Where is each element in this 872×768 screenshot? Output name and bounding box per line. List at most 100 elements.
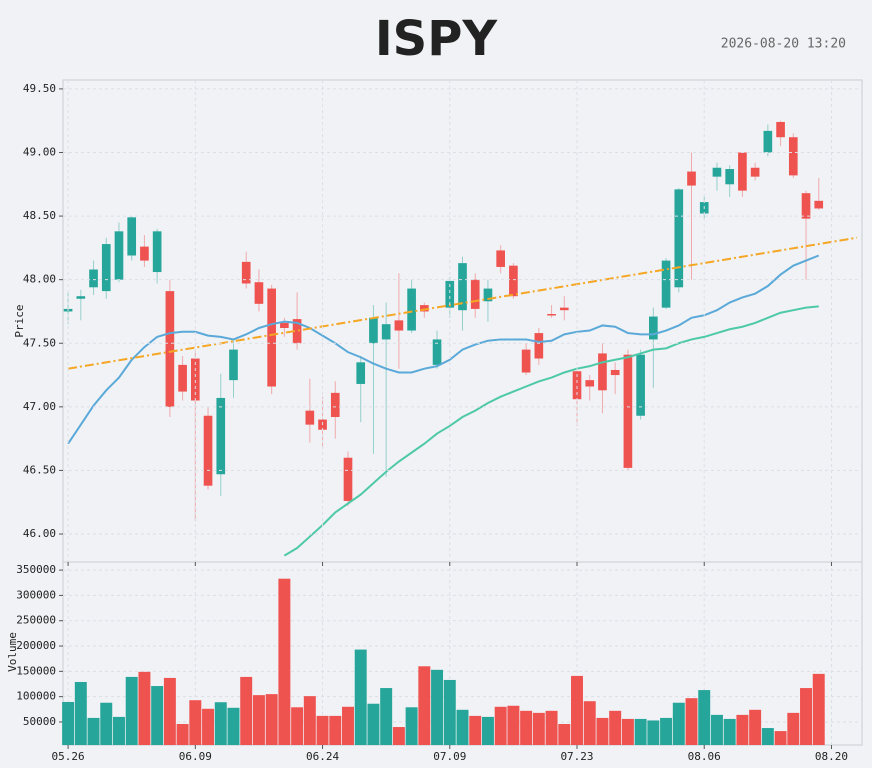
y-tick-label: 350000: [16, 563, 56, 576]
candle-body: [674, 189, 684, 288]
y-axis-label: Price: [13, 304, 26, 337]
candle-body: [343, 457, 353, 501]
candle-body: [140, 246, 149, 261]
x-tick-label: 08.20: [815, 750, 848, 763]
moving-average-line: [283, 305, 819, 557]
y-tick-label: 49.50: [23, 82, 56, 95]
candle-body: [534, 333, 544, 359]
volume-bar: [418, 666, 431, 745]
volume-bar: [392, 727, 405, 745]
candle-body: [483, 288, 493, 302]
x-tick-label: 06.24: [306, 750, 339, 763]
y-tick-label: 49.00: [23, 145, 56, 158]
x-tick-label: 06.09: [179, 750, 212, 763]
volume-bar: [443, 679, 456, 745]
volume-bar: [380, 688, 393, 745]
volume-bar: [558, 723, 571, 745]
volume-bar: [456, 709, 469, 745]
candle-body: [152, 231, 162, 273]
y-tick-label: 300000: [16, 588, 56, 601]
candle-body: [776, 121, 785, 138]
volume-bar: [74, 681, 87, 745]
y-tick-label: 46.00: [23, 527, 56, 540]
volume-bar: [62, 701, 75, 745]
candle-body: [547, 314, 556, 316]
volume-bar: [316, 715, 329, 745]
candle-body: [101, 244, 111, 292]
candle-body: [610, 369, 620, 376]
x-tick-label: 05.26: [52, 750, 85, 763]
y-axis-label: Volume: [6, 632, 19, 672]
candle-body: [127, 217, 137, 256]
candle-body: [559, 307, 569, 311]
volume-bar: [342, 706, 354, 745]
candle-body: [661, 260, 671, 308]
candle-body: [229, 349, 238, 381]
candle-body: [636, 354, 645, 416]
candle-body: [598, 353, 607, 391]
volume-bar: [812, 673, 825, 745]
candle-body: [203, 415, 213, 486]
candle-body: [381, 324, 391, 340]
candle-body: [241, 261, 251, 284]
volume-bar: [761, 728, 774, 745]
plot-frame: [62, 79, 863, 746]
candle-body: [470, 279, 480, 309]
candle-body: [407, 288, 416, 331]
candle-body: [458, 263, 467, 311]
y-tick-label: 250000: [16, 614, 56, 627]
y-tick-label: 47.00: [23, 400, 56, 413]
volume-bar: [405, 707, 418, 745]
candle-body: [649, 316, 658, 340]
volume-bar: [100, 702, 113, 745]
candle-body: [432, 339, 442, 365]
y-tick-label: 50000: [23, 715, 56, 728]
volume-bar: [240, 676, 253, 745]
candle-body: [788, 137, 798, 176]
volume-bar: [87, 717, 100, 745]
volume-bar: [507, 705, 520, 745]
volume-bar: [647, 720, 660, 745]
volume-bar: [634, 718, 647, 745]
candle-body: [267, 288, 276, 387]
candle-body: [509, 265, 518, 297]
candle-body: [280, 322, 289, 328]
candle-body: [420, 305, 429, 312]
candle-body: [623, 354, 633, 468]
volume-bar: [303, 696, 316, 745]
candle-body: [165, 291, 175, 407]
y-tick-label: 200000: [16, 639, 56, 652]
volume-bar: [278, 578, 291, 745]
volume-bar: [685, 698, 698, 745]
candle-body: [445, 280, 455, 308]
candle-body: [572, 371, 582, 400]
candle-body: [330, 392, 340, 418]
price-panel: [63, 120, 858, 557]
moving-average-line: [67, 254, 820, 445]
candle-body: [89, 269, 98, 288]
volume-bar: [723, 718, 736, 745]
volume-bar: [163, 677, 176, 745]
volume-bar: [698, 690, 711, 745]
candle-body: [216, 397, 226, 475]
candle-body: [356, 362, 366, 384]
volume-bar: [672, 702, 685, 745]
volume-bar: [774, 731, 787, 745]
candle-body: [801, 193, 811, 219]
candle-body: [305, 410, 315, 425]
y-tick-label: 48.00: [23, 273, 56, 286]
candle-body: [763, 130, 773, 153]
volume-bar: [469, 715, 482, 745]
candle-body: [585, 380, 595, 387]
candle-body: [687, 171, 696, 186]
candle-body: [712, 167, 722, 177]
volume-bar: [265, 694, 278, 745]
candle-body: [292, 319, 302, 344]
y-tick-label: 48.50: [23, 209, 56, 222]
volume-bar: [660, 717, 673, 745]
volume-bar: [520, 710, 533, 745]
volume-bar: [787, 712, 800, 745]
candle-body: [394, 320, 404, 331]
